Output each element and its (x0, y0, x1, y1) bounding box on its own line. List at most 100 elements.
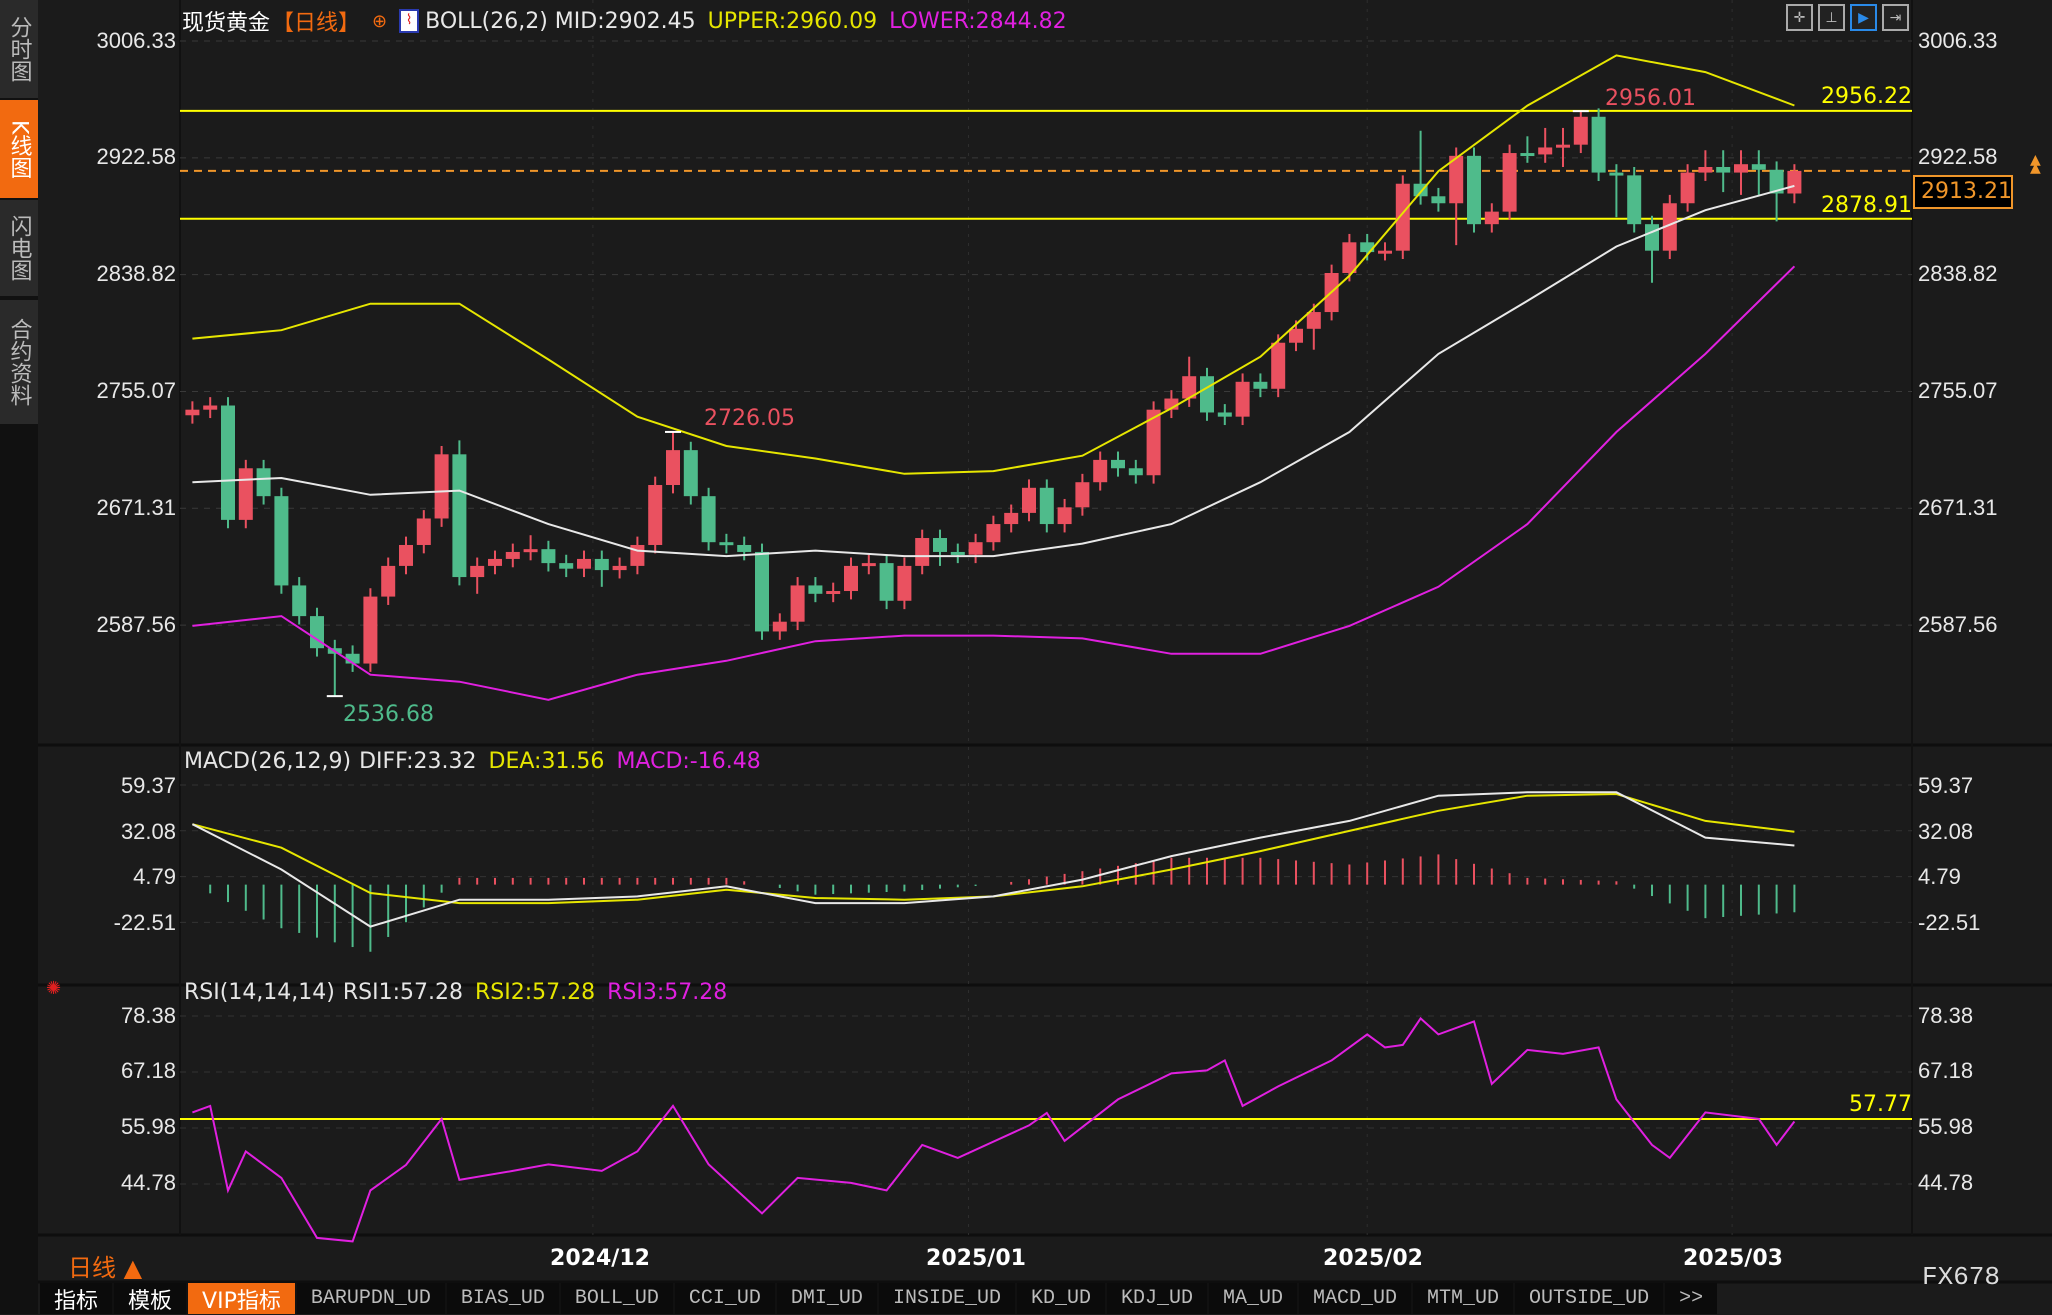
play-icon[interactable]: ▶ (1850, 4, 1877, 31)
candle-down (1716, 166, 1731, 173)
rsi-title: RSI(14,14,14) (184, 980, 335, 1005)
candle-up (185, 409, 200, 416)
rsi-tick-right: 78.38 (1918, 1003, 1974, 1028)
candle-down (1520, 153, 1535, 157)
tab-boll-ud[interactable]: BOLL_UD (560, 1283, 673, 1314)
candle-down (719, 542, 734, 546)
sidebar-item-flash[interactable]: 闪电图 (0, 200, 38, 298)
rsi-line (192, 1016, 1796, 1243)
candle-down (1217, 412, 1232, 417)
candle-up (1306, 312, 1321, 329)
candle-up (470, 565, 485, 578)
indicator-tab-bar: 指标 模板 VIP指标 BARUPDN_UD BIAS_UD BOLL_UD CCI_UD D… (40, 1283, 1718, 1314)
candle-down (1609, 172, 1624, 176)
tab-vip[interactable]: VIP指标 (188, 1283, 295, 1314)
level-high-label: 2956.22 (1821, 84, 1912, 109)
sidebar-item-contract-info[interactable]: 合约资料 (0, 300, 38, 426)
brand-label: FX678 (1922, 1262, 2001, 1292)
macd-diff-line (191, 791, 1795, 928)
tab-cci-ud[interactable]: CCI_UD (674, 1283, 775, 1314)
candle-up (612, 565, 627, 571)
candle-down (559, 563, 574, 569)
boll-lower-line (192, 265, 1796, 701)
candle-up (1538, 147, 1553, 155)
candle-down (1128, 468, 1143, 476)
tab-outside-ud[interactable]: OUTSIDE_UD (1515, 1283, 1664, 1314)
macd-tick: -22.51 (113, 910, 176, 935)
candle-up (363, 596, 378, 664)
candle-up (666, 450, 680, 486)
candle-down (1769, 169, 1784, 194)
candle-up (1093, 459, 1108, 483)
candle-up (1164, 398, 1179, 410)
rsi-tick-right: 67.18 (1918, 1058, 1974, 1083)
period-label[interactable]: 【日线】 (272, 11, 361, 36)
candle-up (1449, 155, 1464, 204)
candle-up (790, 585, 805, 622)
boll-lower-value: LOWER:2844.82 (889, 8, 1067, 34)
rsi-level-label: 57.77 (1849, 1092, 1912, 1117)
tab-inside-ud[interactable]: INSIDE_UD (878, 1283, 1015, 1314)
tab-macd-ud[interactable]: MACD_UD (1299, 1283, 1412, 1314)
price-tick-right: 2671.31 (1918, 495, 1998, 520)
candle-down (701, 496, 716, 543)
candle-up (772, 621, 787, 632)
candle-up (1342, 242, 1357, 273)
candle-up (1556, 144, 1570, 148)
scroll-up-icon[interactable]: ▲ ▲ (2030, 152, 2041, 176)
tab-[interactable]: 指标 (40, 1283, 113, 1314)
zoom-range-icon[interactable]: ⊥ (1818, 4, 1845, 31)
period-selector[interactable]: 日线 ▲ (68, 1254, 143, 1282)
tab-barupdn-ud[interactable]: BARUPDN_UD (296, 1283, 445, 1314)
candle-up (1057, 507, 1072, 525)
candle-down (1627, 175, 1642, 225)
candle-up (505, 551, 520, 559)
price-tick: 2922.58 (96, 144, 176, 169)
candle-up (986, 524, 1001, 543)
price-tick: 2587.56 (96, 612, 176, 637)
indicator-chart-icon[interactable]: ⌇ (399, 9, 420, 33)
candle-down (933, 538, 947, 552)
current-price-box: 2913.21 (1913, 175, 2013, 209)
min-price-annotation: 2536.68 (343, 702, 434, 727)
rsi-tick: 55.98 (120, 1114, 176, 1139)
sidebar-item-kline[interactable]: K线图 (0, 100, 38, 200)
peak-price-annotation: 2726.05 (704, 406, 795, 431)
tab-dmi-ud[interactable]: DMI_UD (776, 1283, 877, 1314)
target-icon[interactable]: ✺ (46, 978, 62, 999)
candle-up (1395, 183, 1410, 251)
tab-bias-ud[interactable]: BIAS_UD (446, 1283, 559, 1314)
candle-down (1360, 242, 1375, 253)
macd-title: MACD(26,12,9) (184, 749, 352, 774)
candle-up (1182, 376, 1197, 399)
rsi3-value: RSI3:57.28 (607, 980, 728, 1005)
candle-up (897, 565, 912, 601)
candle-up (1662, 203, 1677, 251)
candle-up (434, 454, 449, 519)
price-tick: 2838.82 (96, 261, 176, 286)
candle-up (1680, 172, 1695, 204)
candle-up (488, 558, 502, 566)
macd-tick-right: 59.37 (1918, 773, 1974, 798)
candle-down (808, 585, 823, 594)
tab-more[interactable]: >> (1665, 1283, 1718, 1314)
add-circle-icon[interactable]: ⊕ (372, 10, 388, 32)
candle-down (256, 468, 271, 497)
tab-mtm-ud[interactable]: MTM_UD (1413, 1283, 1514, 1314)
rsi1-value: RSI1:57.28 (342, 980, 464, 1005)
move-right-icon[interactable]: ⇥ (1882, 4, 1909, 31)
tab-[interactable]: 模板 (114, 1283, 187, 1314)
tab-ma-ud[interactable]: MA_UD (1209, 1283, 1298, 1314)
rsi-tick-right: 44.78 (1918, 1170, 1974, 1195)
candle-down (1111, 459, 1125, 469)
candle-down (737, 544, 752, 552)
tab-kd-ud[interactable]: KD_UD (1016, 1283, 1105, 1314)
candle-down (1591, 116, 1606, 173)
tab-kdj-ud[interactable]: KDJ_UD (1106, 1283, 1207, 1314)
crosshair-icon[interactable]: ✛ (1786, 4, 1813, 31)
sidebar-item-timeshare[interactable]: 分时图 (0, 0, 38, 100)
candle-up (1502, 153, 1517, 212)
candle-up (1146, 409, 1161, 476)
macd-tick: 4.79 (133, 864, 176, 889)
